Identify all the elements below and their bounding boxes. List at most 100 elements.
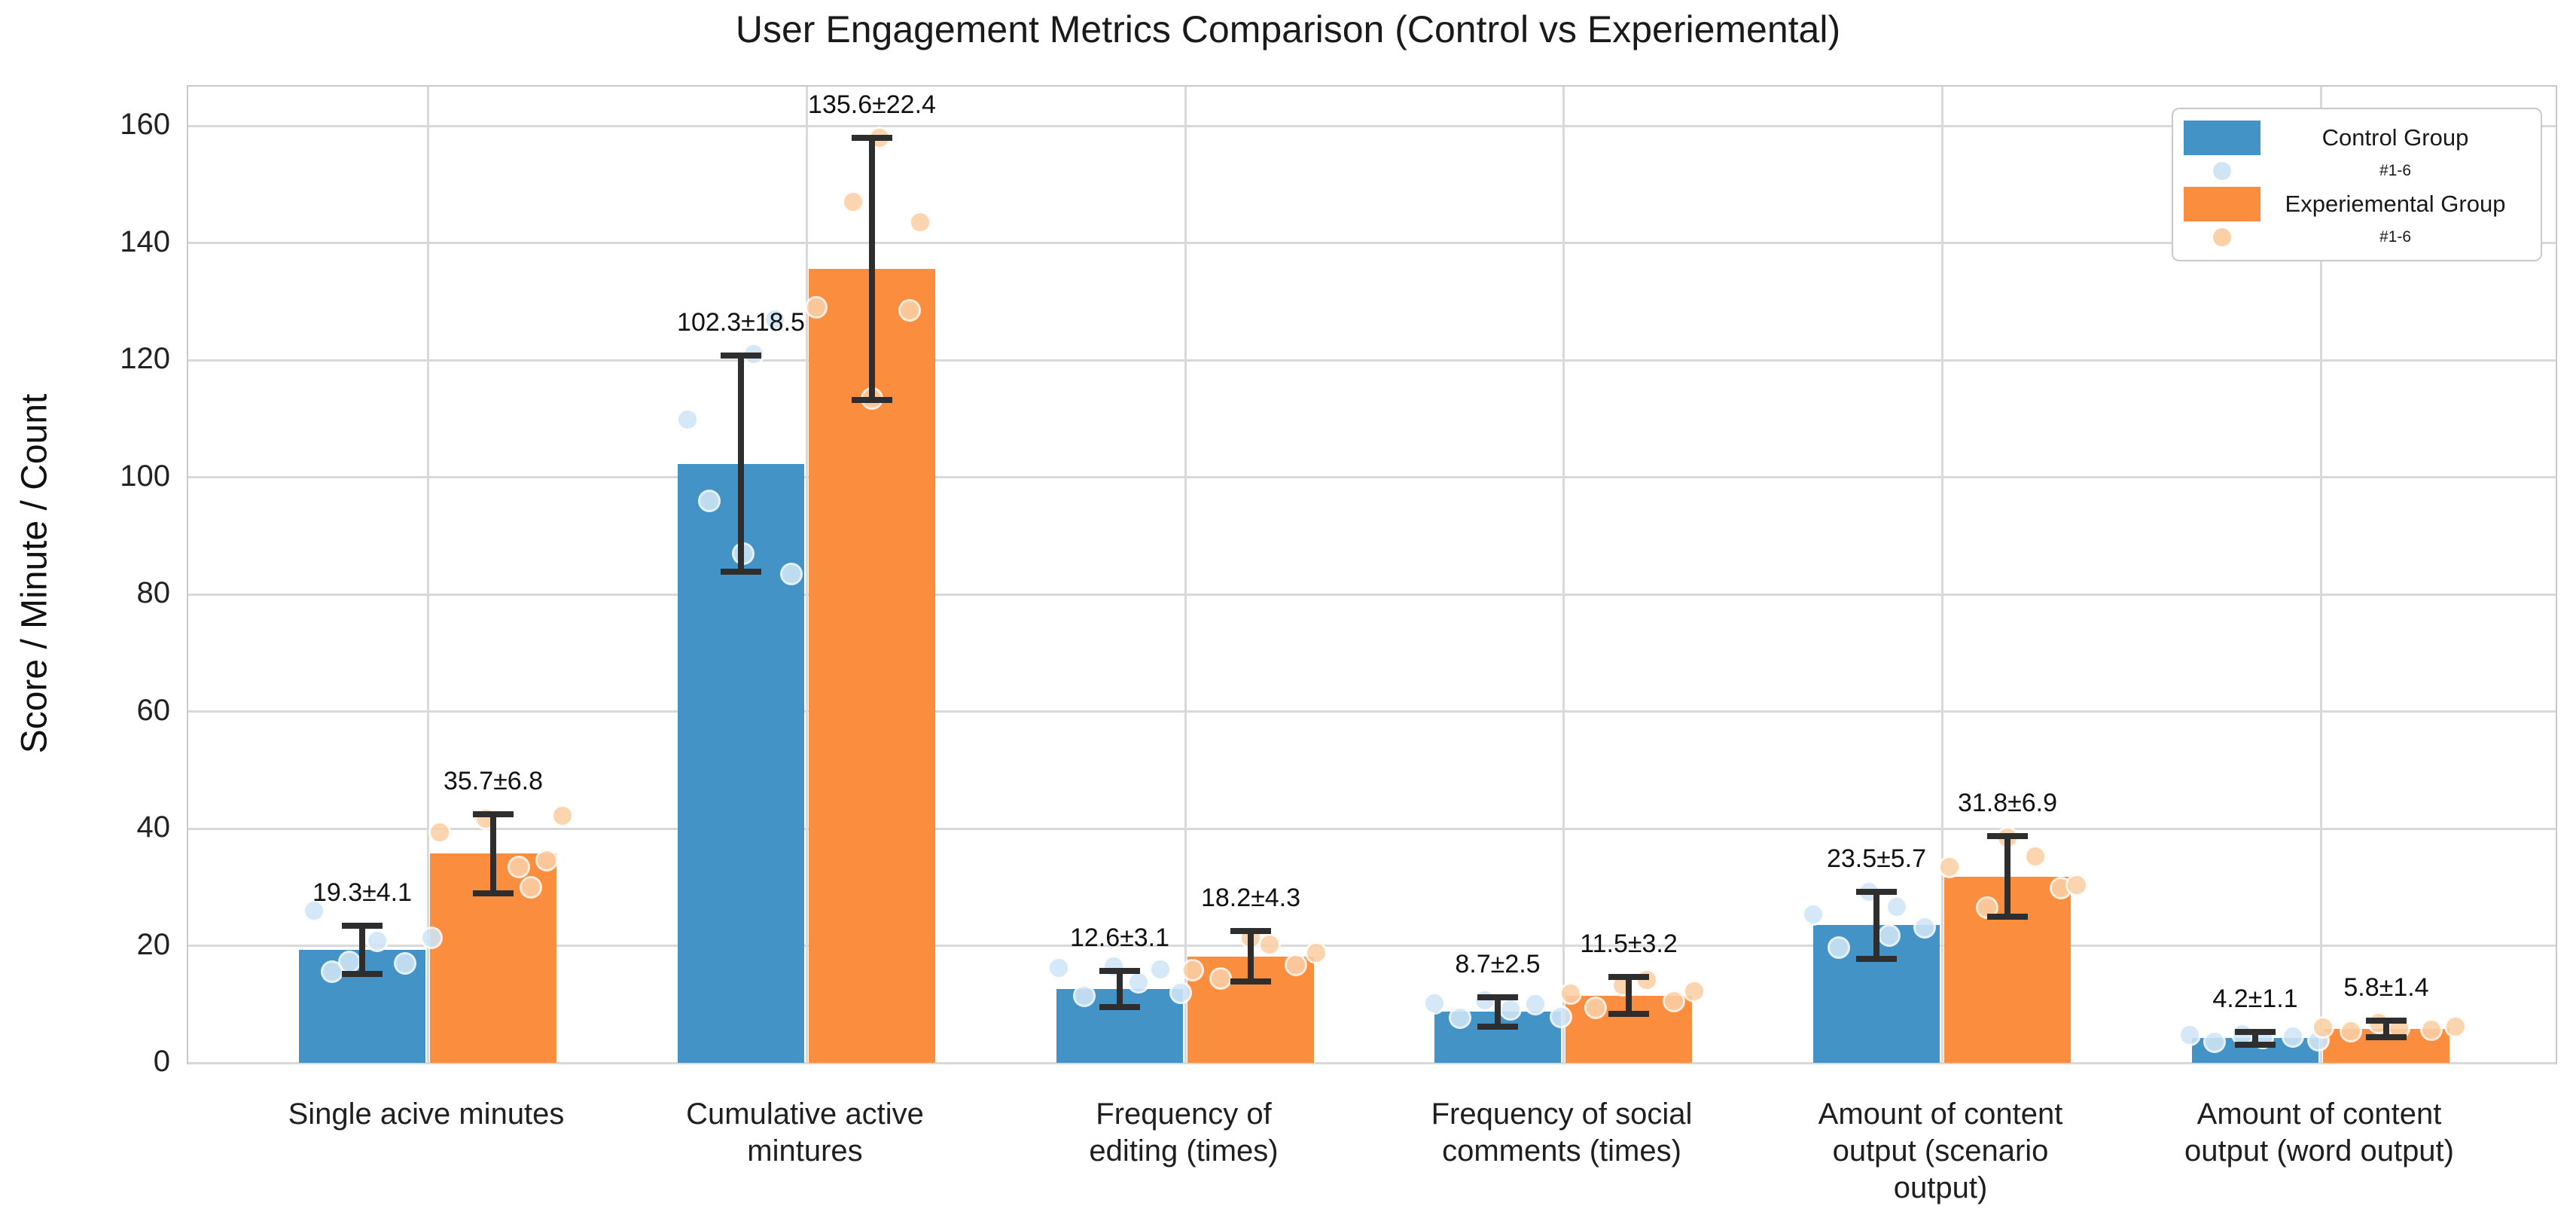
error-cap-bottom-experimental-3	[1230, 978, 1271, 984]
error-cap-bottom-control-1	[342, 970, 383, 977]
error-cap-top-control-1	[342, 923, 383, 930]
error-cap-bottom-control-3	[1099, 1004, 1140, 1011]
bar-value-label-experimental-2: 135.6±22.4	[808, 90, 936, 119]
x-tick-label-6: Amount of content output (word output)	[2184, 1097, 2454, 1168]
data-point-control-1-5	[394, 951, 417, 975]
legend-sublabel-experimental: #1-6	[2379, 228, 2412, 246]
gridline-y-140	[188, 242, 2556, 244]
y-tick-label-120: 120	[120, 342, 170, 375]
data-point-control-3-1	[1047, 957, 1071, 980]
data-point-control-6-2	[2203, 1030, 2227, 1054]
bar-value-label-experimental-6: 5.8±1.4	[2343, 973, 2429, 1003]
error-bar-experimental-3	[1248, 931, 1254, 981]
bar-value-label-control-1: 19.3±4.1	[312, 878, 413, 908]
error-cap-top-experimental-5	[1987, 833, 2028, 840]
data-point-experimental-1-1	[428, 821, 452, 844]
legend-item-control-points: #1-6	[2184, 157, 2530, 185]
data-point-experimental-5-6	[2065, 873, 2089, 896]
data-point-control-1-3	[320, 960, 343, 983]
error-cap-bottom-experimental-2	[852, 396, 892, 403]
data-point-experimental-4-6	[1683, 980, 1706, 1003]
data-point-experimental-4-2	[1584, 996, 1608, 1019]
data-point-control-4-2	[1448, 1006, 1471, 1030]
bar-value-label-control-3: 12.6±3.1	[1069, 923, 1170, 952]
legend-item-control: Control Group	[2184, 118, 2530, 157]
error-cap-top-experimental-6	[2366, 1018, 2407, 1024]
data-point-control-5-2	[1827, 936, 1850, 959]
error-cap-bottom-experimental-1	[473, 890, 514, 897]
legend: Control Group #1-6 Experiemental Group #…	[2172, 108, 2542, 261]
data-point-control-5-6	[1877, 923, 1901, 947]
error-bar-experimental-4	[1626, 976, 1632, 1015]
data-point-control-3-5	[1148, 957, 1172, 981]
error-cap-bottom-control-2	[721, 569, 761, 575]
gridline-y-100	[188, 476, 2556, 478]
data-point-experimental-2-4	[805, 296, 828, 319]
gridline-y-160	[188, 124, 2556, 127]
data-point-experimental-3-5	[1285, 954, 1308, 977]
bar-value-label-control-2: 102.3±18.5	[677, 307, 805, 337]
gridline-x-6	[2319, 87, 2322, 1063]
error-cap-top-control-5	[1856, 888, 1897, 895]
data-point-control-4-6	[1550, 1006, 1572, 1029]
error-bar-experimental-6	[2383, 1021, 2389, 1037]
y-tick-label-160: 160	[120, 108, 170, 141]
bar-value-label-experimental-1: 35.7±6.8	[443, 766, 544, 795]
gridline-x-3	[1184, 87, 1187, 1063]
y-tick-label-60: 60	[136, 693, 171, 727]
error-cap-top-control-6	[2235, 1028, 2276, 1035]
data-point-experimental-1-4	[535, 849, 558, 872]
data-point-experimental-1-6	[520, 875, 543, 899]
data-point-control-2-6	[780, 562, 803, 585]
data-point-experimental-3-1	[1181, 959, 1204, 982]
bar-value-label-experimental-5: 31.8±6.9	[1957, 789, 2058, 818]
error-bar-experimental-2	[869, 137, 875, 400]
data-point-experimental-2-3	[908, 211, 931, 234]
error-cap-bottom-control-5	[1856, 955, 1897, 962]
data-point-control-5-4	[1885, 896, 1908, 919]
data-point-control-3-2	[1072, 984, 1096, 1008]
data-point-control-5-5	[1913, 915, 1936, 939]
y-tick-label-100: 100	[120, 459, 170, 493]
gridline-y-0	[188, 1061, 2556, 1064]
gridline-x-2	[805, 87, 808, 1063]
gridline-y-60	[188, 710, 2556, 713]
bar-value-label-control-4: 8.7±2.5	[1455, 949, 1541, 978]
error-bar-experimental-1	[490, 814, 496, 894]
error-bar-control-6	[2252, 1031, 2258, 1045]
bar-value-label-control-5: 23.5±5.7	[1826, 844, 1927, 873]
data-point-control-2-1	[676, 408, 700, 432]
data-point-experimental-1-5	[551, 804, 575, 827]
bar-value-label-control-6: 4.2±1.1	[2212, 984, 2298, 1013]
data-point-control-5-1	[1802, 903, 1825, 926]
error-cap-bottom-control-6	[2235, 1041, 2276, 1048]
error-bar-experimental-5	[2004, 836, 2010, 917]
data-point-experimental-6-5	[2420, 1018, 2443, 1042]
y-tick-label-140: 140	[120, 224, 170, 258]
control-points-dot-icon	[2213, 162, 2231, 180]
data-point-experimental-3-6	[1305, 941, 1328, 964]
data-point-control-1-1	[303, 899, 326, 922]
data-point-experimental-6-6	[2444, 1015, 2468, 1038]
error-cap-top-control-4	[1477, 994, 1518, 1000]
legend-label-experimental: Experiemental Group	[2285, 191, 2506, 217]
error-cap-top-experimental-2	[852, 134, 892, 141]
data-point-control-2-2	[698, 489, 721, 512]
gridline-y-20	[188, 945, 2556, 947]
error-cap-top-experimental-3	[1230, 928, 1271, 935]
error-cap-top-control-2	[721, 352, 761, 359]
legend-item-experimental: Experiemental Group	[2184, 185, 2530, 224]
x-tick-label-2: Cumulative active mintures	[686, 1097, 924, 1168]
x-tick-label-3: Frequency of editing (times)	[1089, 1097, 1279, 1168]
gridline-y-80	[188, 593, 2556, 596]
data-point-control-4-5	[1524, 993, 1547, 1016]
data-point-control-3-4	[1127, 970, 1151, 994]
gridline-x-5	[1940, 87, 1943, 1063]
error-cap-bottom-experimental-6	[2366, 1033, 2407, 1040]
error-bar-control-1	[359, 926, 365, 974]
data-point-experimental-3-4	[1258, 933, 1282, 956]
bar-value-label-experimental-3: 18.2±4.3	[1200, 884, 1301, 913]
data-point-experimental-3-2	[1209, 967, 1232, 991]
data-point-experimental-6-2	[2339, 1020, 2362, 1043]
